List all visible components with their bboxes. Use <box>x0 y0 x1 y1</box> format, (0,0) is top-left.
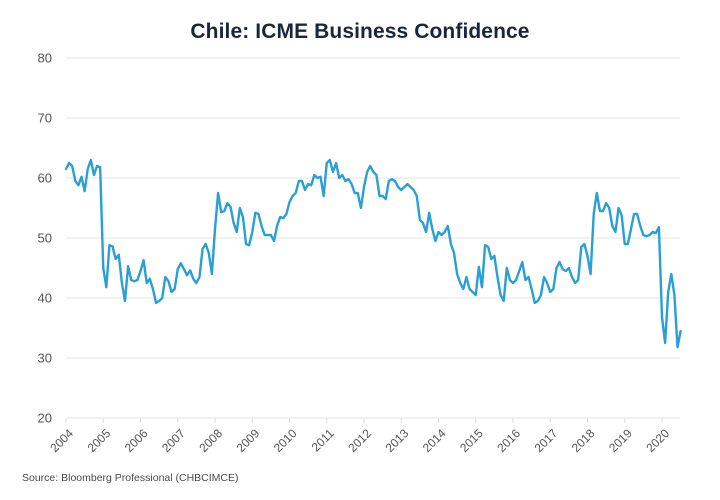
x-tick-label: 2004 <box>47 426 76 455</box>
x-tick-label: 2018 <box>569 426 598 455</box>
series-line <box>64 158 682 349</box>
x-tick-label: 2015 <box>457 426 486 455</box>
x-tick-label: 2019 <box>606 426 635 455</box>
x-tick-label: 2005 <box>85 426 114 455</box>
x-tick-label: 2006 <box>122 426 151 455</box>
y-tick-label: 40 <box>38 291 52 306</box>
x-tick-label: 2007 <box>159 426 188 455</box>
y-axis: 20 30 40 50 60 70 80 <box>38 51 52 426</box>
y-tick-label: 30 <box>38 351 52 366</box>
x-tick-label: 2008 <box>196 426 225 455</box>
series-layer <box>64 158 682 349</box>
x-tick-label: 2014 <box>420 426 449 455</box>
y-tick-label: 80 <box>38 51 52 66</box>
x-tick-label: 2012 <box>345 426 374 455</box>
x-tick-label: 2016 <box>494 426 523 455</box>
x-tick-label: 2020 <box>643 426 672 455</box>
x-tick-label: 2013 <box>383 426 412 455</box>
y-tick-label: 60 <box>38 171 52 186</box>
x-tick-label: 2010 <box>271 426 300 455</box>
x-tick-label: 2017 <box>532 426 561 455</box>
y-tick-label: 70 <box>38 111 52 126</box>
y-tick-label: 50 <box>38 231 52 246</box>
x-tick-label: 2009 <box>234 426 263 455</box>
x-tick-label: 2011 <box>309 426 337 454</box>
gridlines <box>66 57 680 419</box>
chart-title: Chile: ICME Business Confidence <box>190 20 530 43</box>
y-tick-label: 20 <box>38 411 52 426</box>
source-note: Source: Bloomberg Professional (CHBCIMCE… <box>22 472 239 484</box>
x-axis: 2004 2005 2006 2007 2008 2009 2010 2011 2012 2013… <box>47 418 672 455</box>
